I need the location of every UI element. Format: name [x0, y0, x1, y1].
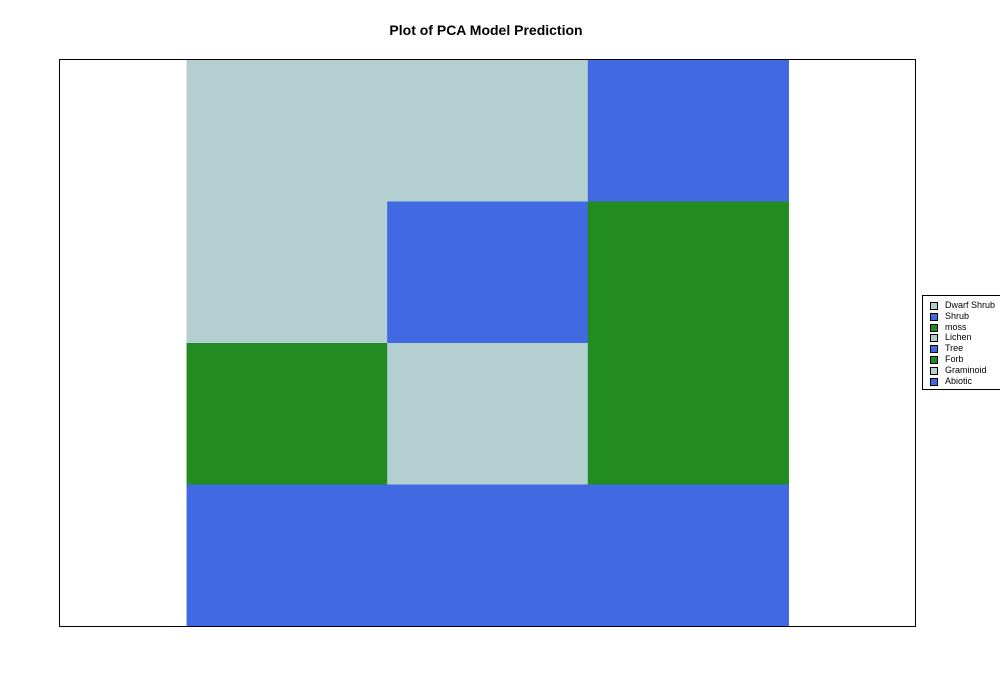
legend-item: Abiotic: [923, 376, 1000, 387]
legend-label: Forb: [945, 354, 964, 364]
heatmap-canvas: [186, 60, 789, 626]
legend-label: Dwarf Shrub: [945, 300, 996, 310]
legend-swatch: [930, 334, 938, 343]
heatmap-cell: [387, 343, 589, 485]
legend-item: Graminoid: [923, 365, 1000, 376]
legend-swatch: [930, 356, 938, 364]
heatmap-cell: [186, 343, 388, 485]
legend-label: Abiotic: [945, 375, 973, 386]
heatmap-cell: [587, 60, 789, 202]
legend-swatch: [930, 366, 938, 375]
legend-label: Shrub: [945, 310, 970, 321]
heatmap-cell: [587, 484, 789, 626]
legend-item: Dwarf Shrub: [923, 300, 1000, 311]
legend-label: Tree: [945, 343, 964, 354]
legend-swatch: [930, 312, 938, 321]
heatmap-cell: [186, 201, 388, 344]
heatmap-cell: [387, 201, 589, 344]
legend: Dwarf Shrub Shrub moss Lichen Tree Forb Gramin…: [922, 295, 1000, 390]
legend-item: moss: [923, 322, 1000, 333]
heatmap-cell: [587, 201, 789, 344]
legend-label: Lichen: [945, 332, 972, 343]
legend-item: Forb: [923, 354, 1000, 365]
legend-swatch: [930, 377, 938, 386]
legend-item: Shrub: [923, 311, 1000, 322]
legend-swatch: [930, 323, 938, 332]
plot-area: [59, 59, 916, 627]
heatmap-cell: [186, 60, 388, 202]
heatmap-cell: [387, 484, 589, 626]
heatmap-cell: [387, 60, 589, 202]
legend-label: moss: [945, 321, 967, 332]
legend-item: Tree: [923, 343, 1000, 354]
heatmap-cell: [587, 343, 789, 485]
legend-label: Graminoid: [945, 364, 987, 375]
chart-title: Plot of PCA Model Prediction: [389, 22, 583, 38]
legend-swatch: [930, 345, 938, 354]
heatmap-cell: [186, 484, 388, 626]
legend-swatch: [930, 302, 938, 310]
legend-item: Lichen: [923, 332, 1000, 343]
